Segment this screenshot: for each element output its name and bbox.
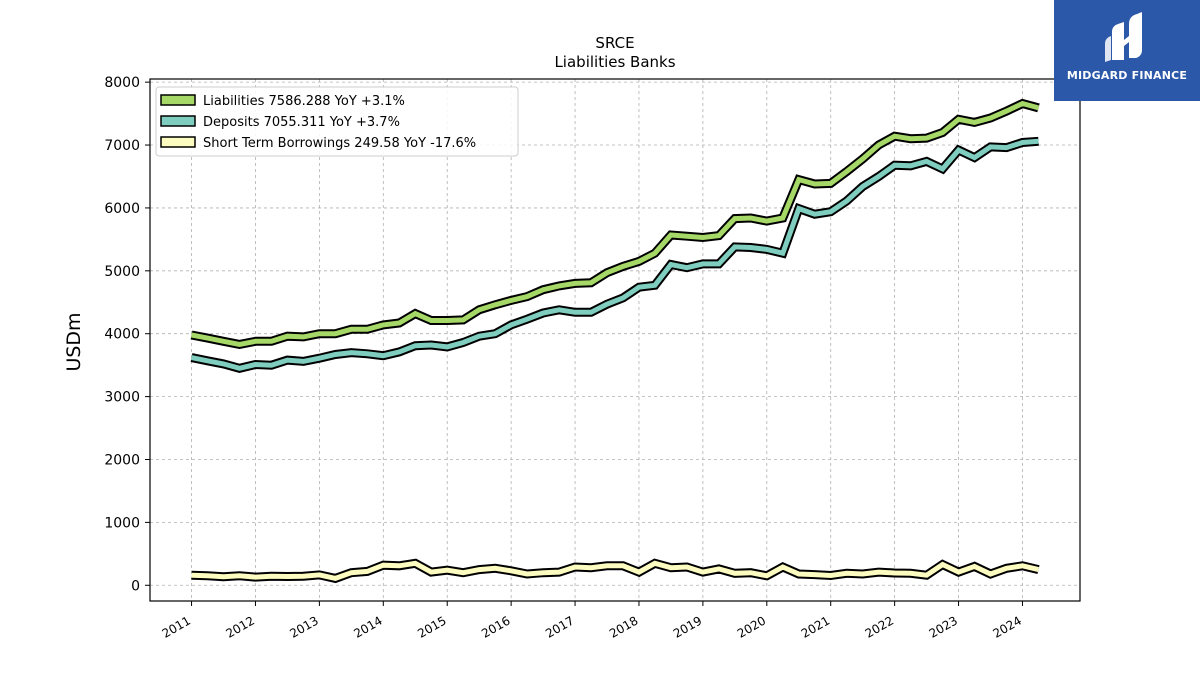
y-tick-label: 4000	[104, 327, 140, 343]
x-tick-label: 2019	[671, 613, 704, 640]
x-tick-label: 2011	[160, 613, 193, 640]
series-line	[191, 560, 1040, 581]
y-tick-label: 6000	[104, 201, 140, 217]
x-tick-label: 2021	[799, 613, 832, 640]
legend-label: Deposits 7055.311 YoY +3.7%	[203, 115, 400, 130]
midgard-logo-icon	[1105, 12, 1142, 62]
series-line	[191, 138, 1039, 371]
x-tick-label: 2017	[543, 613, 576, 640]
x-tick-label: 2012	[224, 613, 257, 640]
legend-item: Deposits 7055.311 YoY +3.7%	[160, 115, 400, 130]
x-tick-label: 2014	[351, 613, 384, 640]
x-tick-label: 2018	[607, 613, 640, 640]
series-short-term-borrowings	[191, 558, 1040, 584]
legend: Liabilities 7586.288 YoY +3.1% Deposits 7…	[155, 86, 519, 157]
x-tick-label: 2016	[479, 613, 512, 640]
y-axis-label: USDm	[63, 312, 85, 371]
y-tick-label: 2000	[104, 452, 140, 468]
x-tick-label: 2013	[287, 613, 320, 640]
y-tick-label: 0	[131, 578, 140, 594]
legend-box	[155, 86, 519, 157]
legend-swatch	[160, 136, 196, 148]
series-line	[191, 100, 1040, 347]
legend-swatch	[160, 94, 196, 106]
plot-frame	[149, 78, 1081, 602]
y-tick-label: 8000	[104, 75, 140, 91]
y-tick-label: 1000	[104, 515, 140, 531]
x-tick-label: 2023	[927, 613, 960, 640]
x-tick-label: 2020	[735, 613, 768, 640]
series-liabilities	[190, 98, 1040, 349]
y-tick-label: 5000	[104, 264, 140, 280]
legend-label: Liabilities 7586.288 YoY +3.1%	[203, 94, 405, 109]
legend-label: Short Term Borrowings 249.58 YoY -17.6%	[203, 136, 476, 151]
x-tick-label: 2015	[415, 613, 448, 640]
series-deposits	[190, 136, 1039, 373]
brand-logo-text: MIDGARD FINANCE	[1066, 69, 1188, 82]
x-tick-label: 2024	[991, 613, 1024, 640]
legend-item: Short Term Borrowings 249.58 YoY -17.6%	[160, 136, 476, 151]
chart-subtitle: Liabilities Banks	[554, 53, 675, 71]
legend-item: Liabilities 7586.288 YoY +3.1%	[160, 94, 405, 109]
y-tick-label: 7000	[104, 138, 140, 154]
chart-title: SRCE	[595, 34, 634, 52]
brand-logo: MIDGARD FINANCE	[1054, 0, 1200, 101]
series-layer	[190, 98, 1040, 584]
legend-swatch	[160, 115, 196, 127]
x-tick-label: 2022	[863, 613, 896, 640]
y-tick-label: 3000	[104, 390, 140, 406]
